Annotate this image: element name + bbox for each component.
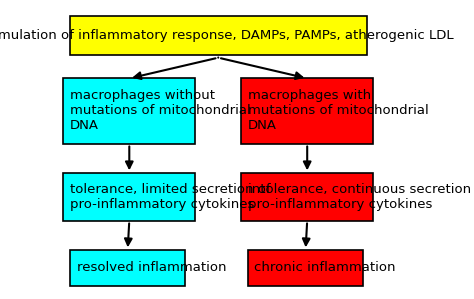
- FancyBboxPatch shape: [70, 16, 366, 55]
- Text: stimulation of inflammatory response, DAMPs, PAMPs, atherogenic LDL: stimulation of inflammatory response, DA…: [0, 29, 454, 42]
- Text: chronic inflammation: chronic inflammation: [255, 262, 396, 274]
- FancyBboxPatch shape: [241, 173, 373, 221]
- FancyBboxPatch shape: [64, 78, 195, 144]
- Text: resolved inflammation: resolved inflammation: [77, 262, 226, 274]
- FancyBboxPatch shape: [64, 173, 195, 221]
- Text: macrophages with
mutations of mitochondrial
DNA: macrophages with mutations of mitochondr…: [248, 89, 428, 132]
- FancyBboxPatch shape: [241, 78, 373, 144]
- FancyBboxPatch shape: [70, 250, 185, 286]
- Text: intolerance, continuous secretion of
pro-inflammatory cytokines: intolerance, continuous secretion of pro…: [248, 183, 474, 211]
- FancyBboxPatch shape: [248, 250, 363, 286]
- Text: tolerance, limited secretion of
pro-inflammatory cytokines: tolerance, limited secretion of pro-infl…: [70, 183, 271, 211]
- Text: macrophages without
mutations of mitochondrial
DNA: macrophages without mutations of mitocho…: [70, 89, 251, 132]
